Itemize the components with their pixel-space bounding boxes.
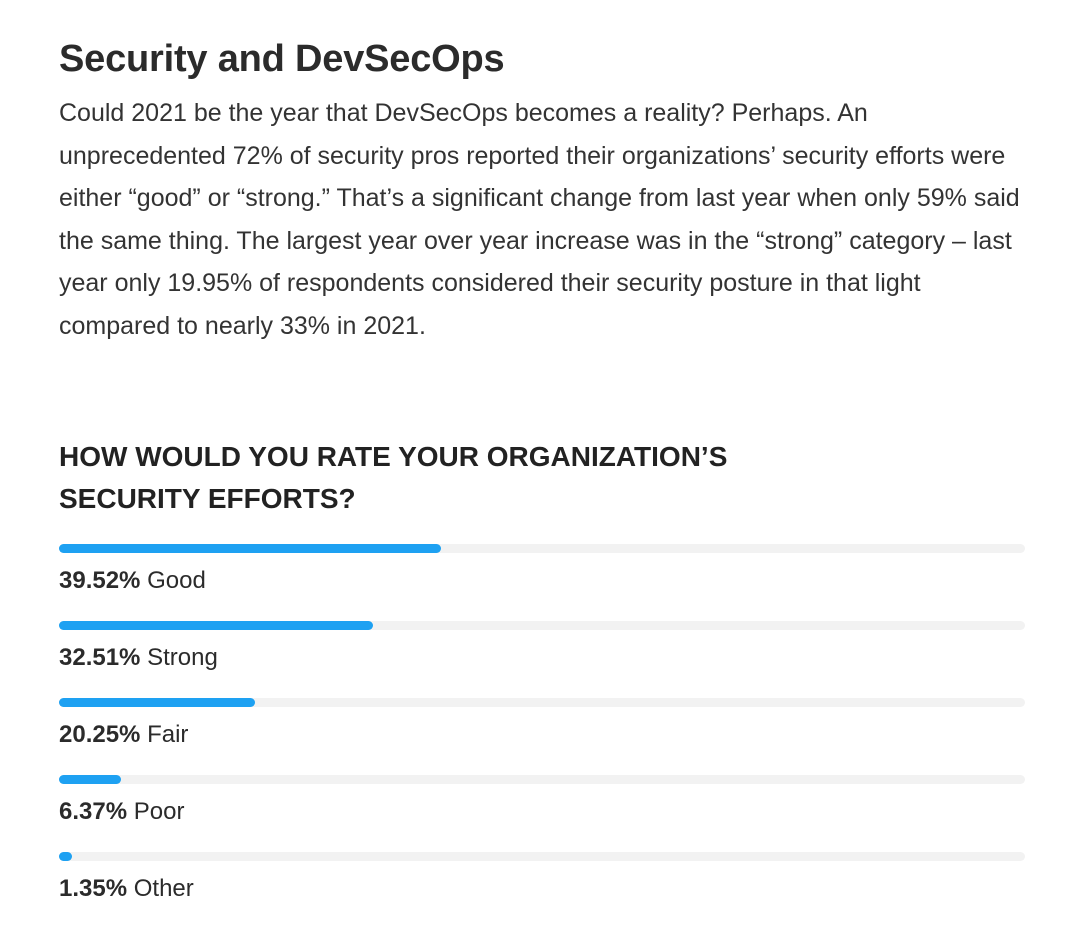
bar-track [59,621,1025,630]
bar-fill-good [59,544,441,553]
bar-track [59,852,1025,861]
bar-row-fair: 20.25% Fair [59,698,1025,775]
bar-chart: 39.52% Good 32.51% Strong 20.25% Fair 6.… [59,544,1025,929]
intro-paragraph: Could 2021 be the year that DevSecOps be… [59,99,1020,340]
bar-value-other: 1.35% [59,875,128,902]
article-section: Security and DevSecOps Could 2021 be the… [59,34,1029,902]
bar-label-poor: 6.37% Poor [59,797,184,827]
bar-row-good: 39.52% Good [59,544,1025,621]
bar-category-poor: Poor [133,798,185,825]
bar-value-strong: 32.51% [59,644,141,671]
bar-category-fair: Fair [147,721,189,748]
bar-label-strong: 32.51% Strong [59,643,218,673]
section-heading: Security and DevSecOps [59,38,505,80]
bar-fill-poor [59,775,121,784]
bar-label-good: 39.52% Good [59,566,206,596]
bar-category-strong: Strong [147,644,218,671]
bar-category-other: Other [133,875,194,902]
bar-track [59,775,1025,784]
bar-fill-fair [59,698,255,707]
bar-value-good: 39.52% [59,567,141,594]
chart-title: HOW WOULD YOU RATE YOUR ORGANIZATION’S S… [59,441,728,514]
bar-row-other: 1.35% Other [59,852,1025,929]
bar-fill-other [59,852,72,861]
bar-fill-strong [59,621,373,630]
bar-category-good: Good [147,567,206,594]
bar-row-strong: 32.51% Strong [59,621,1025,698]
bar-row-poor: 6.37% Poor [59,775,1025,852]
bar-track [59,698,1025,707]
bar-value-fair: 20.25% [59,721,141,748]
bar-track [59,544,1025,553]
bar-value-poor: 6.37% [59,798,128,825]
bar-label-fair: 20.25% Fair [59,720,188,750]
bar-label-other: 1.35% Other [59,874,194,904]
